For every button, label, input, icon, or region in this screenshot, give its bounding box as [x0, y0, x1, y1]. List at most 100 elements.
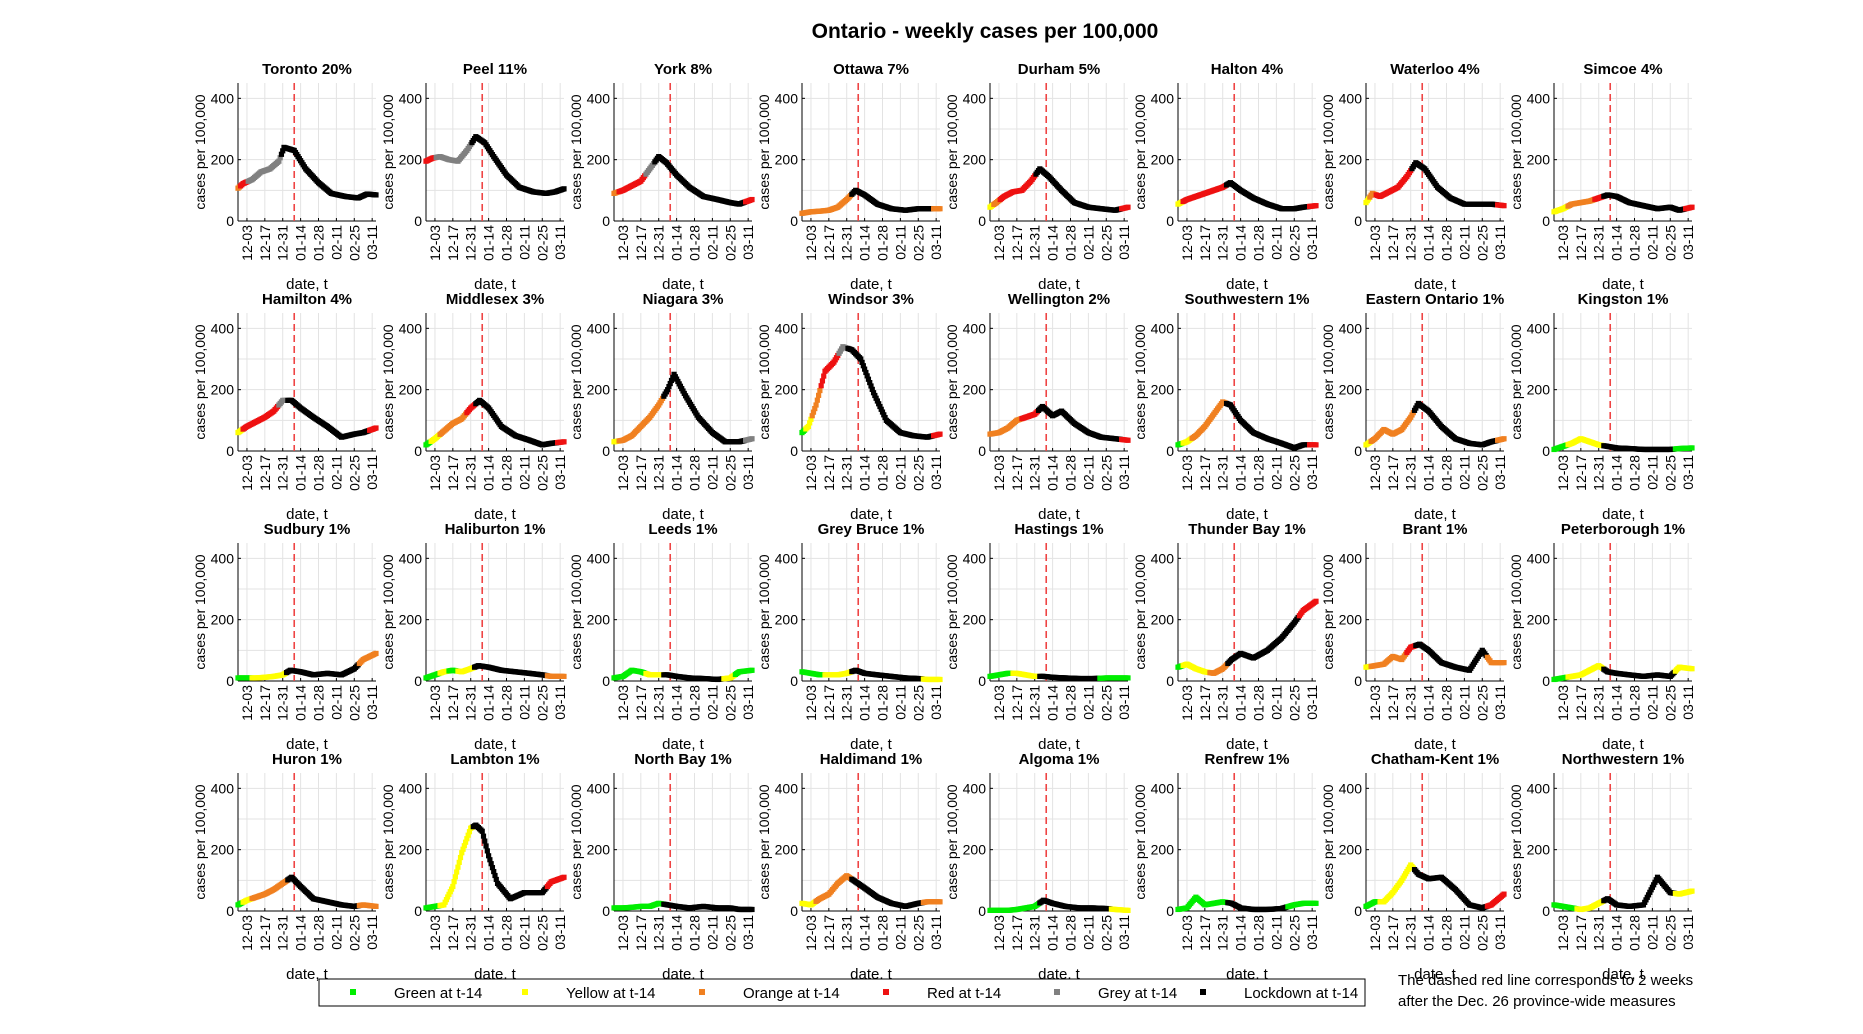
data-point	[1501, 203, 1507, 209]
x-tick-label: 12-31	[1403, 685, 1419, 721]
x-axis-label: date, t	[1414, 966, 1457, 983]
x-axis-label: date, t	[662, 736, 705, 753]
x-tick-label: 01-28	[687, 915, 703, 951]
x-tick-label: 12-31	[1215, 685, 1231, 721]
x-tick-label: 02-25	[910, 225, 926, 261]
data-point	[1125, 437, 1131, 443]
x-tick-label: 01-14	[1045, 225, 1061, 261]
data-point	[459, 850, 465, 856]
x-tick-label: 12-31	[1403, 455, 1419, 491]
panel-title: Southwestern 1%	[1184, 291, 1309, 308]
x-tick-label: 01-28	[311, 225, 327, 261]
y-tick-label: 200	[211, 612, 235, 628]
x-tick-label: 02-25	[1474, 225, 1490, 261]
measures-note-line-2: after the Dec. 26 province-wide measures	[1398, 993, 1676, 1010]
x-tick-label: 12-03	[615, 915, 631, 951]
y-axis-label: cases per 100,000	[1508, 324, 1524, 439]
y-axis-label: cases per 100,000	[380, 94, 396, 209]
y-axis-label: cases per 100,000	[568, 784, 584, 899]
y-axis-label: cases per 100,000	[756, 784, 772, 899]
x-axis-label: date, t	[286, 276, 329, 293]
y-axis-label: cases per 100,000	[1508, 784, 1524, 899]
x-tick-label: 12-31	[1591, 455, 1607, 491]
data-point	[937, 676, 943, 683]
x-tick-label: 03-11	[1304, 225, 1320, 260]
x-tick-label: 02-11	[328, 915, 344, 950]
panel-title: Hastings 1%	[1014, 521, 1103, 538]
x-tick-label: 01-28	[311, 455, 327, 491]
x-tick-label: 01-14	[481, 225, 497, 261]
x-tick-label: 01-14	[1045, 685, 1061, 721]
x-tick-label: 03-11	[1492, 685, 1508, 720]
data-point	[870, 390, 877, 396]
legend-marker-grey	[1054, 989, 1060, 995]
data-point	[667, 380, 673, 387]
x-tick-label: 12-31	[1027, 455, 1043, 491]
y-axis-label: cases per 100,000	[568, 94, 584, 209]
panel-title: Sudbury 1%	[264, 521, 351, 538]
y-axis-label: cases per 100,000	[944, 784, 960, 899]
y-axis-label: cases per 100,000	[1132, 324, 1148, 439]
panel-title: Thunder Bay 1%	[1188, 521, 1306, 538]
x-tick-label: 12-03	[1555, 455, 1571, 491]
x-tick-label: 12-03	[1555, 685, 1571, 721]
data-point	[442, 899, 448, 905]
data-point	[879, 409, 886, 415]
x-axis-label: date, t	[1414, 276, 1457, 293]
x-axis-label: date, t	[1602, 966, 1645, 983]
x-tick-label: 02-11	[1080, 685, 1096, 720]
x-tick-label: 12-17	[1573, 455, 1589, 491]
panel-title: Leeds 1%	[648, 521, 717, 538]
panel-title: York 8%	[654, 61, 712, 78]
x-tick-label: 12-31	[275, 685, 291, 721]
y-tick-label: 400	[1527, 90, 1551, 106]
x-tick-label: 02-25	[1286, 915, 1302, 951]
x-tick-label: 01-14	[293, 455, 309, 491]
x-tick-label: 12-17	[1009, 455, 1025, 491]
y-tick-label: 0	[1166, 673, 1174, 689]
plot-area	[1366, 83, 1504, 221]
x-tick-label: 01-28	[1063, 685, 1079, 721]
panel-title: Huron 1%	[272, 751, 342, 768]
legend-label-grey: Grey at t-14	[1098, 985, 1177, 1002]
data-point	[818, 383, 824, 389]
y-tick-label: 400	[1527, 320, 1551, 336]
x-tick-label: 02-11	[1268, 455, 1284, 490]
panel-title: North Bay 1%	[634, 751, 732, 768]
x-tick-label: 01-14	[669, 225, 685, 261]
y-axis-label: cases per 100,000	[192, 324, 208, 439]
y-tick-label: 0	[1166, 213, 1174, 229]
x-axis-label: date, t	[850, 506, 893, 523]
data-point	[278, 151, 285, 157]
x-tick-label: 01-28	[1439, 685, 1455, 721]
x-tick-label: 01-28	[687, 685, 703, 721]
x-tick-label: 03-11	[1304, 455, 1320, 490]
x-tick-label: 03-11	[1304, 915, 1320, 950]
plot-area	[238, 313, 376, 451]
data-point	[749, 196, 755, 203]
x-axis-label: date, t	[850, 736, 893, 753]
x-tick-label: 12-03	[1179, 685, 1195, 721]
x-tick-label: 12-17	[1573, 225, 1589, 261]
legend-label-orange: Orange at t-14	[743, 985, 840, 1002]
x-tick-label: 02-25	[1286, 455, 1302, 491]
x-tick-label: 12-31	[275, 225, 291, 261]
legend-marker-orange	[699, 989, 705, 995]
x-axis-label: date, t	[662, 506, 705, 523]
y-tick-label: 0	[790, 673, 798, 689]
data-point	[1501, 660, 1507, 666]
panel-title: Simcoe 4%	[1583, 61, 1662, 78]
data-point	[813, 402, 819, 408]
data-point	[492, 872, 498, 879]
y-tick-label: 400	[775, 320, 799, 336]
x-tick-label: 02-25	[910, 685, 926, 721]
x-tick-label: 01-14	[857, 915, 873, 951]
legend-label-yellow: Yellow at t-14	[566, 985, 656, 1002]
